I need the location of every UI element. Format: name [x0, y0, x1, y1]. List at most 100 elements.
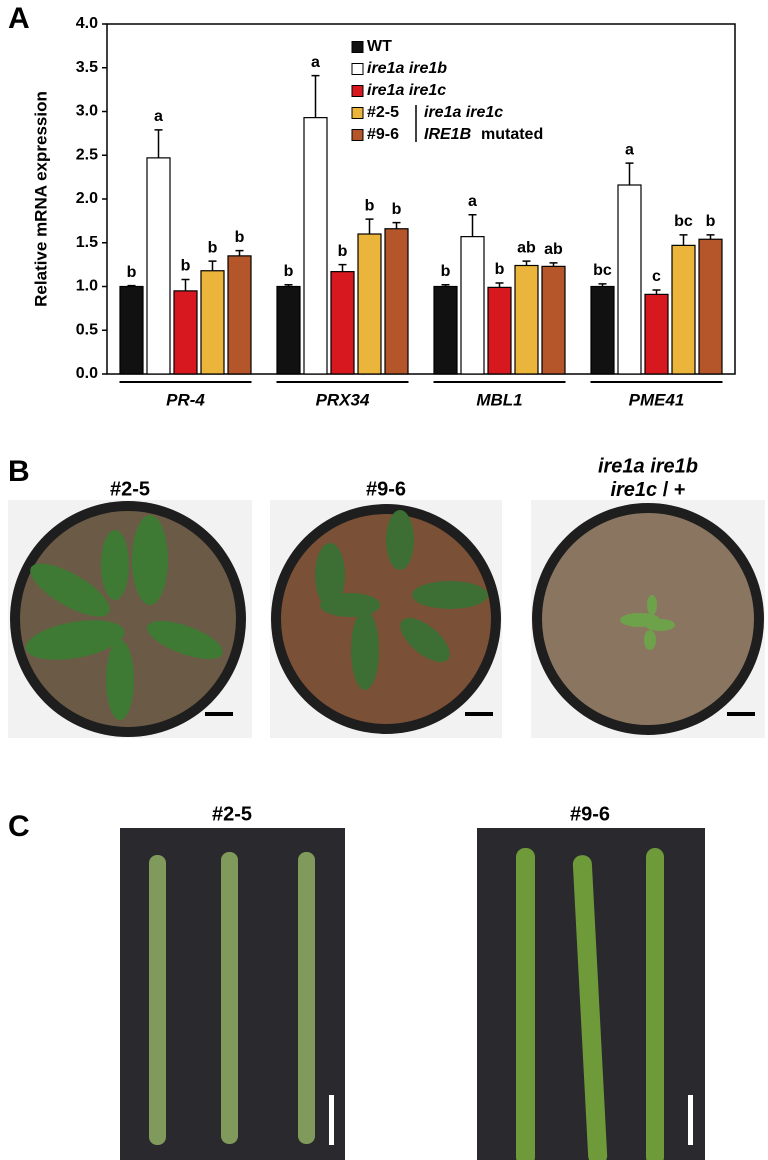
x-tick-label: PRX34 [316, 390, 370, 409]
significance-letter: b [208, 239, 218, 256]
photo [270, 500, 502, 738]
error-bar [549, 262, 558, 267]
legend-label: #2-5 [367, 104, 399, 121]
significance-letter: a [468, 193, 477, 210]
significance-letter: bc [593, 262, 612, 279]
error-bar [154, 129, 163, 158]
photo [120, 828, 345, 1160]
bar [617, 184, 642, 375]
x-tick-label: PR-4 [166, 390, 205, 409]
y-tick-label: 1.0 [76, 278, 98, 295]
bar [514, 264, 539, 375]
bar [698, 238, 723, 375]
significance-letter: b [392, 201, 402, 218]
bar [487, 286, 512, 375]
error-bar [338, 263, 347, 272]
y-tick-label: 1.5 [76, 234, 98, 251]
photo-label: #2-5 [110, 478, 150, 500]
significance-letter: a [625, 141, 634, 158]
label-part: ire1c [610, 479, 657, 501]
bar [384, 228, 409, 375]
significance-letter: b [338, 243, 348, 260]
legend-note: IRE1B [424, 126, 471, 143]
legend-label: WT [367, 38, 392, 55]
error-bar [706, 234, 715, 240]
x-tick-label: MBL1 [476, 390, 522, 409]
error-bar [625, 162, 634, 185]
error-bar [235, 249, 244, 256]
bar [146, 157, 171, 375]
significance-letter: a [311, 54, 320, 71]
bar [433, 285, 458, 375]
bar [541, 265, 566, 375]
legend-swatch [351, 107, 364, 119]
legend-swatch [351, 85, 364, 97]
bar [227, 255, 252, 375]
significance-letter: b [127, 264, 137, 281]
y-tick-label: 3.5 [76, 59, 98, 76]
bar [119, 285, 144, 375]
legend-swatch [351, 129, 364, 141]
label-part: / + [663, 479, 686, 501]
error-bar [392, 221, 401, 229]
photo [531, 500, 765, 738]
error-bar [284, 284, 293, 287]
bar [644, 293, 669, 375]
photo-label: ire1a ire1b [598, 455, 698, 477]
significance-letter: ab [517, 239, 536, 256]
significance-letter: b [495, 261, 505, 278]
error-bar [365, 218, 374, 234]
significance-letter: b [365, 197, 375, 214]
bar [460, 236, 485, 375]
bar [330, 271, 355, 375]
y-tick-label: 3.0 [76, 103, 98, 120]
photo-label: ire1c / + [610, 479, 685, 501]
error-bar [652, 289, 661, 295]
legend-note: mutated [481, 126, 543, 143]
photo [8, 500, 252, 738]
significance-letter: bc [674, 213, 693, 230]
y-tick-label: 4.0 [76, 15, 98, 32]
error-bar [468, 214, 477, 237]
legend-note: ire1a ire1c [424, 104, 503, 121]
bar [200, 270, 225, 375]
legend-swatch [351, 63, 364, 75]
y-tick-label: 2.5 [76, 146, 98, 163]
legend-label: ire1a ire1c [367, 82, 446, 99]
significance-letter: ab [544, 241, 563, 258]
y-tick-label: 0.0 [76, 365, 98, 382]
significance-letter: b [441, 263, 451, 280]
significance-letter: c [652, 268, 661, 285]
bar [671, 244, 696, 375]
y-axis-label: Relative mRNA expression [31, 91, 50, 307]
significance-letter: b [284, 263, 294, 280]
legend-label: ire1a ire1b [367, 60, 447, 77]
bar [590, 285, 615, 375]
y-tick-label: 2.0 [76, 190, 98, 207]
panel-label: A [8, 2, 30, 35]
x-tick-label: PME41 [629, 390, 685, 409]
photo-label: #2-5 [212, 803, 252, 825]
error-bar [311, 74, 320, 118]
error-bar [679, 234, 688, 246]
bar [173, 290, 198, 375]
legend-label: #9-6 [367, 126, 399, 143]
significance-letter: b [181, 258, 191, 275]
error-bar [181, 278, 190, 291]
significance-letter: a [154, 108, 163, 125]
y-tick-label: 0.5 [76, 321, 98, 338]
error-bar [522, 260, 531, 266]
bar [357, 233, 382, 375]
bar [276, 285, 301, 375]
significance-letter: b [235, 229, 245, 246]
error-bar [495, 282, 504, 288]
legend-swatch [351, 41, 364, 53]
panel-label: B [8, 455, 30, 488]
photo [477, 828, 705, 1160]
significance-letter: b [706, 213, 716, 230]
error-bar [208, 260, 217, 271]
photo-label: #9-6 [570, 803, 610, 825]
photo-label: #9-6 [366, 478, 406, 500]
panel-label: C [8, 810, 30, 843]
